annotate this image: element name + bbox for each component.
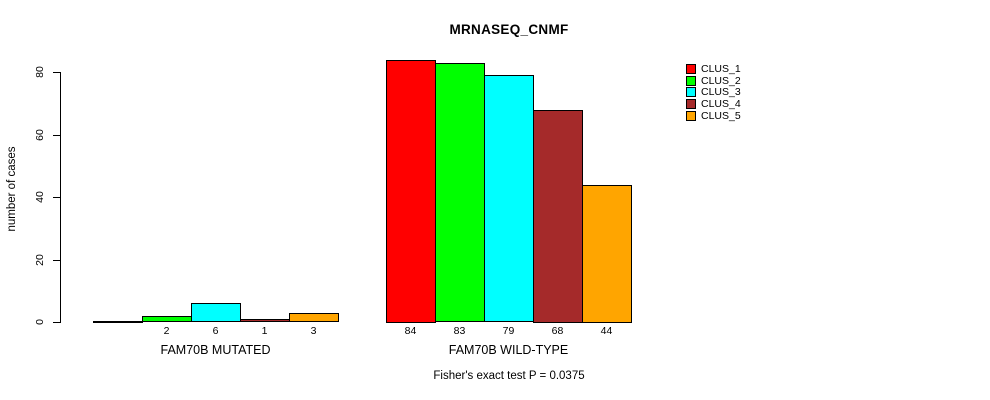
legend-swatch xyxy=(686,110,696,121)
bar-value-label: 83 xyxy=(453,325,466,337)
bar xyxy=(289,313,339,322)
y-tick-label: 60 xyxy=(34,128,46,141)
legend-label: CLUS_1 xyxy=(701,62,741,75)
y-tick xyxy=(53,134,60,136)
bar xyxy=(142,316,192,322)
bar-value-label: 44 xyxy=(600,325,613,337)
legend-item: CLUS_5 xyxy=(686,110,741,121)
y-tick-label: 0 xyxy=(34,319,46,325)
legend-item: CLUS_2 xyxy=(686,75,741,86)
y-axis-line xyxy=(60,72,61,323)
bar-value-label: 3 xyxy=(310,325,317,337)
bar-value-label: 84 xyxy=(404,325,417,337)
y-tick xyxy=(53,197,60,198)
legend-swatch xyxy=(686,98,696,109)
y-tick xyxy=(53,72,60,73)
bar-value-label: 1 xyxy=(261,325,268,337)
footnote-text: Fisher's exact test P = 0.0375 xyxy=(433,370,585,382)
bar xyxy=(533,110,583,323)
bar xyxy=(240,319,290,322)
y-tick-label: 40 xyxy=(34,191,46,203)
bar xyxy=(435,63,485,322)
bar-value-label: 2 xyxy=(163,325,170,337)
bar xyxy=(93,321,143,323)
legend-swatch xyxy=(686,86,696,97)
legend-label: CLUS_4 xyxy=(701,97,741,110)
y-tick-label: 80 xyxy=(34,66,46,78)
legend-item: CLUS_1 xyxy=(686,63,741,74)
y-tick xyxy=(53,322,60,323)
bar-value-label: 79 xyxy=(502,325,515,337)
bar xyxy=(484,75,534,322)
group-label: FAM70B WILD-TYPE xyxy=(448,343,569,357)
bar xyxy=(386,60,436,323)
legend-swatch xyxy=(686,75,696,86)
legend: CLUS_1 CLUS_2 CLUS_3 CLUS_4 CLUS_5 xyxy=(686,63,806,133)
bar-value-label: 6 xyxy=(212,325,219,337)
bar-value-label: 68 xyxy=(551,325,564,337)
legend-label: CLUS_5 xyxy=(701,109,741,122)
legend-swatch xyxy=(686,63,696,74)
legend-item: CLUS_4 xyxy=(686,98,741,109)
chart-title: MRNASEQ_CNMF xyxy=(449,22,569,37)
group-label: FAM70B MUTATED xyxy=(160,343,271,357)
y-tick xyxy=(53,259,60,261)
bar xyxy=(582,185,632,323)
y-tick-label: 20 xyxy=(34,253,46,266)
legend-label: CLUS_2 xyxy=(701,74,741,87)
legend-item: CLUS_3 xyxy=(686,86,741,97)
y-axis-title: number of cases xyxy=(6,146,18,232)
legend-label: CLUS_3 xyxy=(701,85,741,98)
bar xyxy=(191,303,241,322)
